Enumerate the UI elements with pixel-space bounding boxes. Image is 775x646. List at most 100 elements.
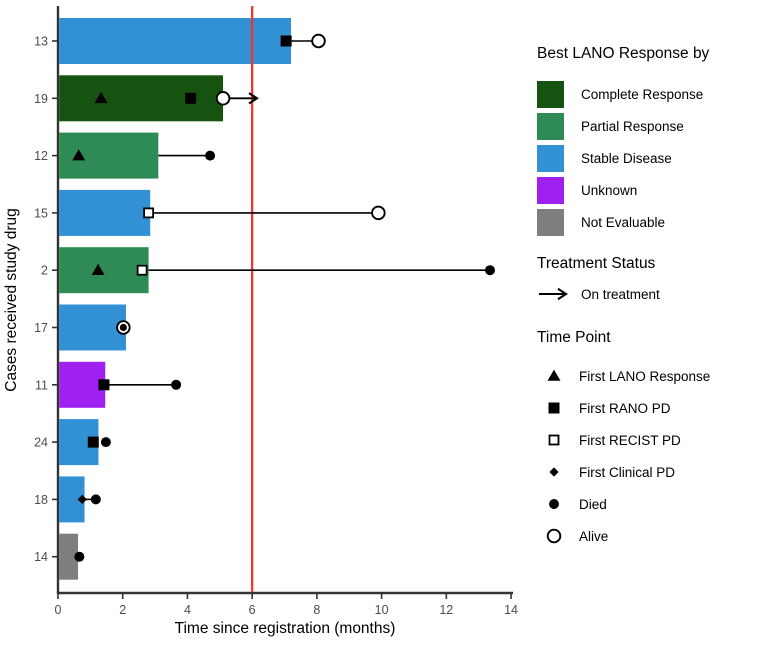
bar-case-17 — [59, 304, 126, 351]
bar-case-14 — [59, 533, 79, 580]
legend-swatch-not-evaluable — [537, 208, 564, 236]
y-tick-label-case-17: 17 — [34, 321, 48, 335]
marker-alive — [546, 528, 562, 544]
legend-item-first-clinical-pd: First Clinical PD — [537, 456, 775, 488]
marker-first-lano-response — [547, 369, 561, 381]
y-tick-label-case-2: 2 — [41, 264, 48, 278]
x-tick-label: 10 — [375, 603, 389, 617]
y-tick-label-case-18: 18 — [34, 493, 48, 507]
legend-label: Complete Response — [581, 86, 704, 102]
marker-died — [485, 265, 496, 276]
marker-died — [90, 494, 101, 505]
legend-label: Not Evaluable — [581, 214, 666, 230]
legend-label: Stable Disease — [581, 150, 672, 166]
bar-case-13 — [59, 18, 291, 64]
legend-title-response: Best LANO Response by — [537, 45, 710, 62]
bar-case-15 — [59, 189, 151, 236]
legend-panel: Best LANO Response by Complete Response P… — [537, 44, 775, 552]
marker-first-clinical-pd — [77, 494, 87, 504]
legend-label: Unknown — [581, 182, 638, 198]
legend-title-treatment: Treatment Status — [537, 255, 656, 272]
y-tick-label-case-15: 15 — [34, 206, 48, 220]
legend-item-died: Died — [537, 488, 775, 520]
on-treatment-arrow-icon — [539, 287, 568, 301]
legend-swatch-stable-disease — [537, 144, 564, 172]
legend-item-first-recist-pd: First RECIST PD — [537, 424, 775, 456]
legend-label: First RANO PD — [579, 400, 671, 416]
marker-first-lano-response — [91, 263, 105, 275]
marker-died — [119, 323, 127, 332]
marker-died — [171, 379, 182, 390]
marker-died — [74, 551, 85, 562]
y-axis-title: Cases received study drug — [3, 208, 20, 392]
alive-icon — [546, 528, 562, 544]
x-tick-label: 8 — [313, 603, 320, 617]
legend-treatment-items: On treatment — [537, 282, 775, 306]
legend-label: First LANO Response — [579, 368, 711, 384]
marker-first-rano-pd — [98, 379, 110, 391]
marker-died — [549, 499, 559, 509]
marker-died — [205, 150, 216, 161]
x-axis-title: Time since registration (months) — [175, 620, 396, 637]
legend-item-partial-response: Partial Response — [537, 110, 775, 142]
marker-first-rano-pd — [185, 92, 197, 104]
y-tick-label-case-24: 24 — [34, 436, 48, 450]
y-tick-label-case-13: 13 — [34, 35, 48, 49]
bar-case-19 — [59, 75, 224, 122]
marker-first-rano-pd — [548, 402, 560, 414]
marker-first-lano-response — [72, 149, 86, 161]
first-lano-response-icon — [547, 369, 561, 381]
marker-died — [100, 437, 111, 448]
legend-item-stable-disease: Stable Disease — [537, 142, 775, 174]
x-tick-label: 0 — [55, 603, 62, 617]
marker-first-lano-response — [94, 91, 108, 104]
x-tick-label: 14 — [504, 603, 518, 617]
y-tick-label-case-14: 14 — [34, 550, 48, 564]
on-treatment-arrow-head — [248, 92, 259, 105]
bar-case-11 — [59, 361, 106, 408]
x-tick-label: 6 — [249, 603, 256, 617]
legend-item-complete-response: Complete Response — [537, 78, 775, 110]
marker-first-recist-pd — [548, 434, 560, 446]
legend-swatch-partial-response — [537, 112, 564, 140]
died-icon — [549, 499, 559, 509]
legend-swatch-unknown — [537, 176, 564, 204]
first-clinical-pd-icon — [549, 467, 559, 477]
y-tick-label-case-12: 12 — [34, 149, 48, 163]
legend-label: Partial Response — [581, 118, 684, 134]
marker-first-recist-pd — [136, 264, 148, 276]
x-tick-label: 4 — [184, 603, 191, 617]
legend-item-first-rano-pd: First RANO PD — [537, 392, 775, 424]
marker-first-rano-pd — [87, 436, 99, 448]
legend-swatch-complete-response — [537, 80, 564, 108]
legend-label: On treatment — [581, 286, 660, 302]
marker-first-clinical-pd — [549, 467, 559, 477]
bar-case-2 — [59, 247, 149, 294]
y-tick-label-case-19: 19 — [34, 92, 48, 106]
marker-first-recist-pd — [143, 207, 155, 219]
marker-first-rano-pd — [280, 35, 292, 47]
legend-item-on-treatment: On treatment — [537, 282, 775, 306]
marker-alive — [215, 91, 231, 106]
y-tick-label-case-11: 11 — [35, 378, 48, 392]
on-treatment-arrow-head — [557, 287, 568, 301]
x-tick-label: 12 — [439, 603, 453, 617]
legend-label: First RECIST PD — [579, 432, 681, 448]
first-recist-pd-icon — [548, 434, 560, 446]
legend-item-not-evaluable: Not Evaluable — [537, 206, 775, 238]
bar-case-12 — [59, 132, 159, 179]
marker-alive — [371, 205, 386, 221]
legend-item-unknown: Unknown — [537, 174, 775, 206]
legend-item-alive: Alive — [537, 520, 775, 552]
legend-response-items: Complete Response Partial Response Stable … — [537, 78, 775, 238]
x-tick-label: 2 — [119, 603, 126, 617]
legend-label: Died — [579, 496, 607, 512]
legend-item-first-lano-response: First LANO Response — [537, 360, 775, 392]
first-rano-pd-icon — [548, 402, 560, 414]
legend-label: First Clinical PD — [579, 464, 676, 480]
legend-title-timepoint: Time Point — [537, 329, 611, 346]
marker-alive — [311, 33, 326, 49]
legend-label: Alive — [579, 528, 609, 544]
